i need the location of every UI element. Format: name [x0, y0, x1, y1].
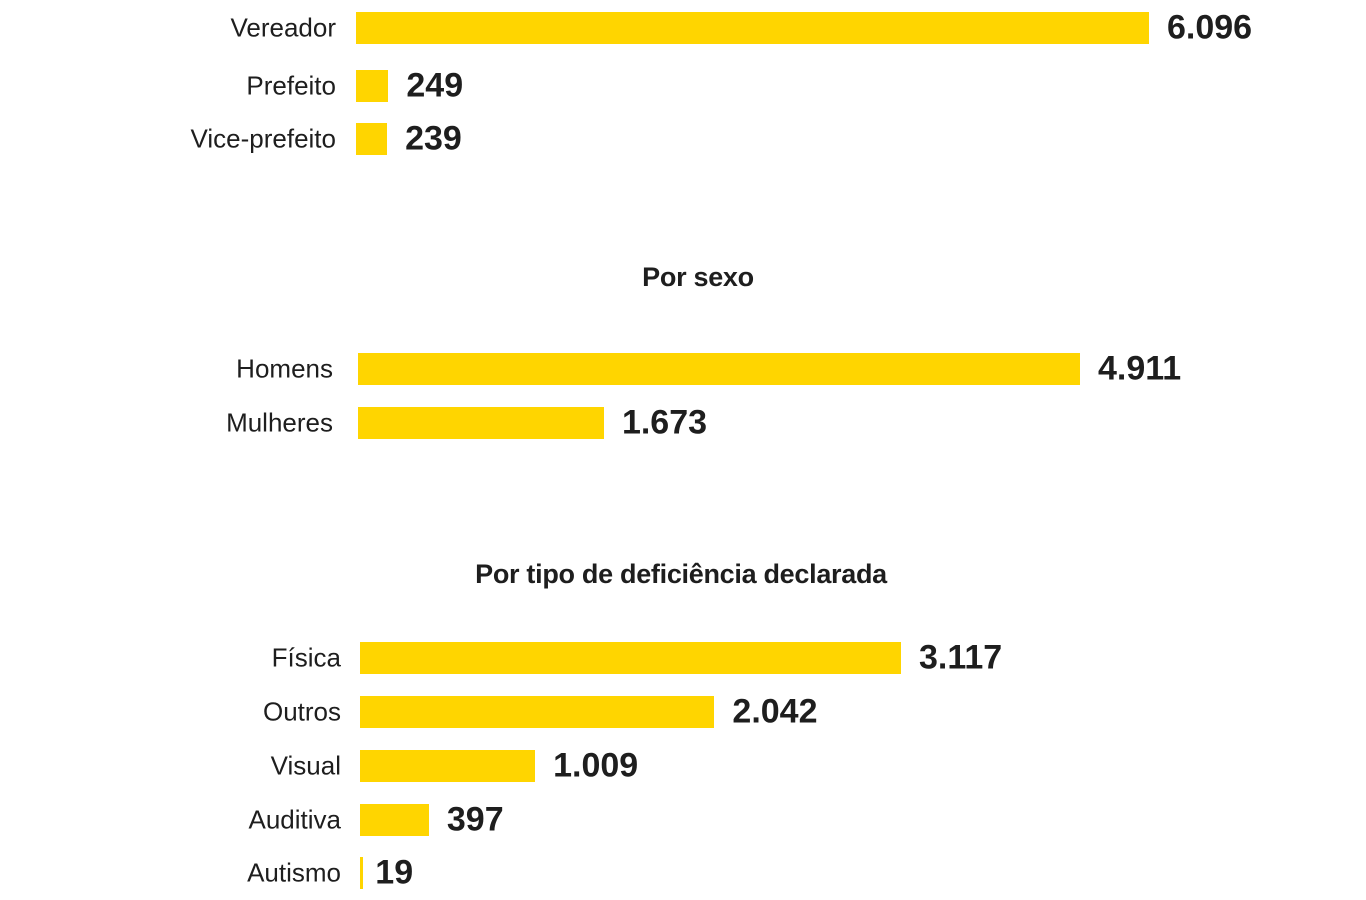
bar — [356, 123, 388, 155]
value-label: 4.911 — [1098, 349, 1182, 388]
chart-title: Por sexo — [642, 262, 754, 292]
value-label: 249 — [406, 66, 464, 105]
category-label: Visual — [270, 750, 341, 781]
value-label: 2.042 — [732, 692, 818, 731]
value-label: 19 — [375, 853, 414, 892]
value-label: 6.096 — [1167, 8, 1253, 47]
bar — [360, 642, 901, 674]
category-label: Autismo — [247, 857, 341, 888]
chart-title: Por tipo de deficiência declarada — [475, 559, 887, 589]
value-label: 239 — [405, 119, 462, 158]
category-label: Prefeito — [246, 70, 336, 101]
category-label: Física — [271, 642, 341, 673]
bar — [356, 12, 1149, 44]
category-label: Vice-prefeito — [190, 123, 337, 154]
value-label: 3.117 — [919, 638, 1003, 677]
bar — [360, 750, 536, 782]
value-label: 1.673 — [621, 403, 708, 442]
bar — [358, 353, 1080, 385]
bar — [360, 857, 364, 889]
value-label: 397 — [446, 800, 504, 839]
bar — [360, 804, 429, 836]
category-label: Homens — [236, 353, 333, 384]
value-label: 1.009 — [553, 746, 639, 785]
category-label: Outros — [262, 696, 341, 727]
category-label: Mulheres — [226, 407, 333, 438]
bar — [360, 696, 715, 728]
category-label: Auditiva — [248, 804, 342, 835]
bar — [356, 70, 389, 102]
bar — [358, 407, 604, 439]
category-label: Vereador — [230, 12, 336, 43]
